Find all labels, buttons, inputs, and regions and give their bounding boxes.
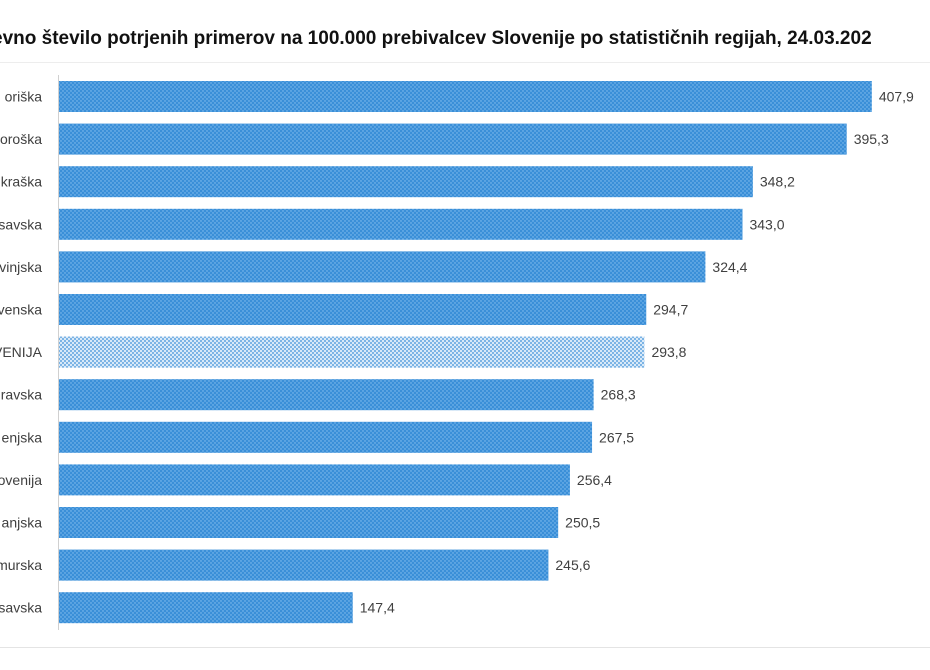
bar-10 [59, 464, 570, 496]
bar-8 [59, 379, 594, 411]
bar-9 [59, 421, 593, 453]
category-label-6: venska [0, 302, 42, 318]
value-label-1: 407,9 [879, 89, 914, 105]
value-label-8: 268,3 [601, 387, 636, 403]
bar-6 [59, 294, 647, 325]
bar-7 [59, 336, 645, 368]
value-label-12: 245,6 [555, 557, 590, 573]
category-label-9: enjska [2, 429, 43, 445]
bar-2 [59, 123, 847, 155]
category-label-3: kraška [1, 174, 42, 190]
value-label-6: 294,7 [653, 302, 688, 318]
value-label-2: 395,3 [854, 131, 889, 147]
bar-13 [59, 592, 353, 624]
top-divider [0, 62, 930, 63]
bottom-divider [0, 647, 930, 648]
category-label-1: oriška [5, 89, 43, 105]
category-label-5: vinjska [0, 259, 42, 275]
category-label-11: anjska [2, 515, 43, 531]
category-label-10: ovenija [0, 472, 42, 488]
value-label-11: 250,5 [565, 515, 600, 531]
category-label-12: murska [0, 557, 42, 573]
value-label-4: 343,0 [749, 216, 784, 232]
bar-12 [59, 549, 549, 581]
value-label-10: 256,4 [577, 472, 612, 488]
category-label-7: VENIJA [0, 344, 43, 360]
bar-5 [59, 251, 706, 283]
category-label-4: savska [0, 216, 42, 232]
chart-title: evno število potrjenih primerov na 100.0… [0, 28, 872, 49]
bar-11 [59, 507, 559, 538]
value-label-13: 147,4 [360, 600, 395, 616]
category-label-8: ravska [1, 387, 42, 403]
category-label-2: oroška [0, 131, 42, 147]
value-label-9: 267,5 [599, 429, 634, 445]
bars-group: oriška 407,9 oroška 395,3 kraška 348,2 savska 3… [0, 81, 914, 624]
value-label-3: 348,2 [760, 174, 795, 190]
bar-4 [59, 208, 743, 240]
bar-3 [59, 166, 753, 198]
category-label-13: savska [0, 600, 42, 616]
value-label-7: 293,8 [651, 344, 686, 360]
bar-1 [59, 81, 872, 112]
value-label-5: 324,4 [712, 259, 747, 275]
